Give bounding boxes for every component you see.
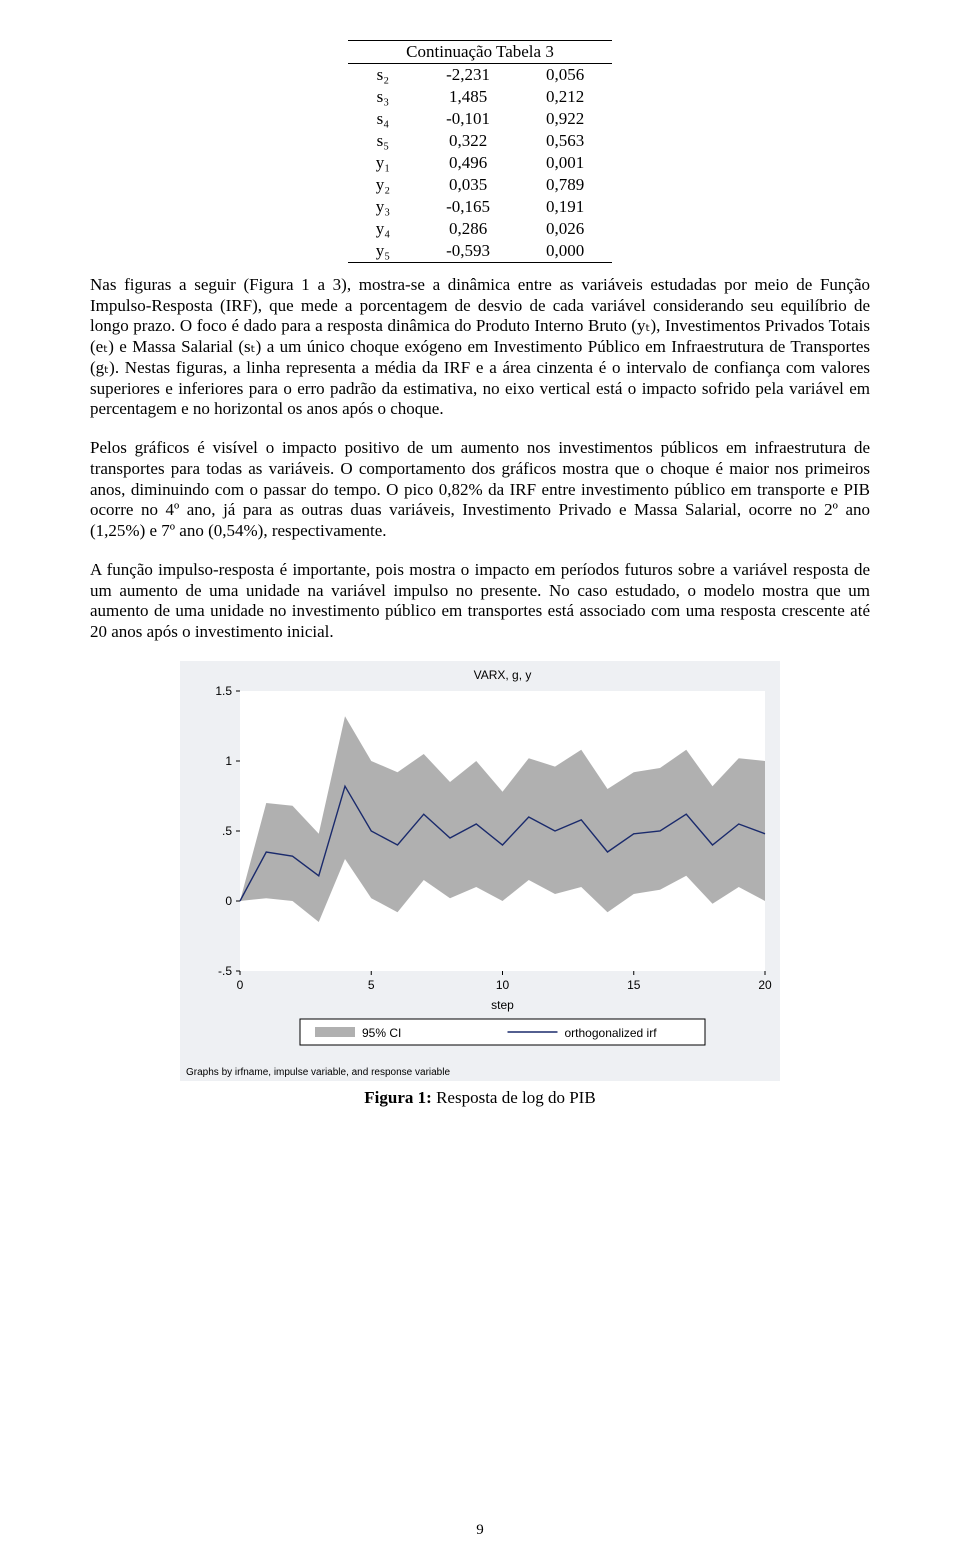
paragraph-1: Nas figuras a seguir (Figura 1 a 3), mos… — [90, 275, 870, 420]
svg-text:.5: .5 — [222, 824, 232, 838]
continuation-table: Continuação Tabela 3 s₂-2,2310,056s₃1,48… — [348, 40, 613, 263]
table-cell: 0,191 — [518, 196, 612, 218]
table-cell: -2,231 — [418, 64, 518, 87]
table-row: y₂0,0350,789 — [348, 174, 613, 196]
svg-text:-.5: -.5 — [218, 964, 232, 978]
table-row: s₅0,3220,563 — [348, 130, 613, 152]
table-cell: y₅ — [348, 240, 418, 263]
table-row: y₅-0,5930,000 — [348, 240, 613, 263]
table-cell: s₅ — [348, 130, 418, 152]
table-cell: 0,563 — [518, 130, 612, 152]
table-cell: s₂ — [348, 64, 418, 87]
svg-text:Graphs by irfname, impulse var: Graphs by irfname, impulse variable, and… — [186, 1067, 450, 1078]
table-row: y₄0,2860,026 — [348, 218, 613, 240]
figure-1-container: VARX, g, y -.5 0 .5 1 1.5 0 5 10 15 20 step 95% CI or… — [180, 661, 780, 1108]
paragraph-2: Pelos gráficos é visível o impacto posit… — [90, 438, 870, 542]
table-cell: s₄ — [348, 108, 418, 130]
table-cell: 0,001 — [518, 152, 612, 174]
table-cell: 0,212 — [518, 86, 612, 108]
svg-text:10: 10 — [496, 978, 510, 992]
svg-text:orthogonalized irf: orthogonalized irf — [565, 1026, 658, 1040]
irf-chart: VARX, g, y -.5 0 .5 1 1.5 0 5 10 15 20 step 95% CI or… — [180, 661, 780, 1081]
figure-1-caption-rest: Resposta de log do PIB — [432, 1088, 596, 1107]
svg-text:1.5: 1.5 — [215, 684, 232, 698]
table-cell: 0,026 — [518, 218, 612, 240]
table-row: s₃1,4850,212 — [348, 86, 613, 108]
svg-text:0: 0 — [237, 978, 244, 992]
page: Continuação Tabela 3 s₂-2,2310,056s₃1,48… — [0, 0, 960, 1559]
table-header-span: Continuação Tabela 3 — [348, 41, 613, 64]
svg-text:1: 1 — [225, 754, 232, 768]
table-row: y₁0,4960,001 — [348, 152, 613, 174]
svg-text:95% CI: 95% CI — [362, 1026, 401, 1040]
table-cell: y₂ — [348, 174, 418, 196]
table-cell: y₄ — [348, 218, 418, 240]
svg-text:20: 20 — [758, 978, 772, 992]
page-number: 9 — [0, 1522, 960, 1539]
table-cell: 0,056 — [518, 64, 612, 87]
table-row: y₃-0,1650,191 — [348, 196, 613, 218]
svg-text:0: 0 — [225, 894, 232, 908]
table-cell: 0,789 — [518, 174, 612, 196]
table-cell: 0,496 — [418, 152, 518, 174]
table-cell: 0,322 — [418, 130, 518, 152]
table-header-row: Continuação Tabela 3 — [348, 41, 613, 64]
paragraph-3: A função impulso-resposta é importante, … — [90, 560, 870, 643]
table-cell: -0,101 — [418, 108, 518, 130]
table-cell: -0,165 — [418, 196, 518, 218]
table-cell: 1,485 — [418, 86, 518, 108]
table-cell: y₃ — [348, 196, 418, 218]
svg-text:VARX, g, y: VARX, g, y — [474, 668, 532, 682]
table-cell: 0,000 — [518, 240, 612, 263]
svg-text:step: step — [491, 998, 514, 1012]
table-cell: -0,593 — [418, 240, 518, 263]
table-row: s₂-2,2310,056 — [348, 64, 613, 87]
table-cell: 0,922 — [518, 108, 612, 130]
svg-text:5: 5 — [368, 978, 375, 992]
table-cell: y₁ — [348, 152, 418, 174]
table-cell: 0,286 — [418, 218, 518, 240]
svg-text:15: 15 — [627, 978, 641, 992]
table-row: s₄-0,1010,922 — [348, 108, 613, 130]
figure-1-caption-bold: Figura 1: — [364, 1088, 432, 1107]
figure-1-caption: Figura 1: Resposta de log do PIB — [180, 1088, 780, 1108]
table-cell: s₃ — [348, 86, 418, 108]
table-cell: 0,035 — [418, 174, 518, 196]
